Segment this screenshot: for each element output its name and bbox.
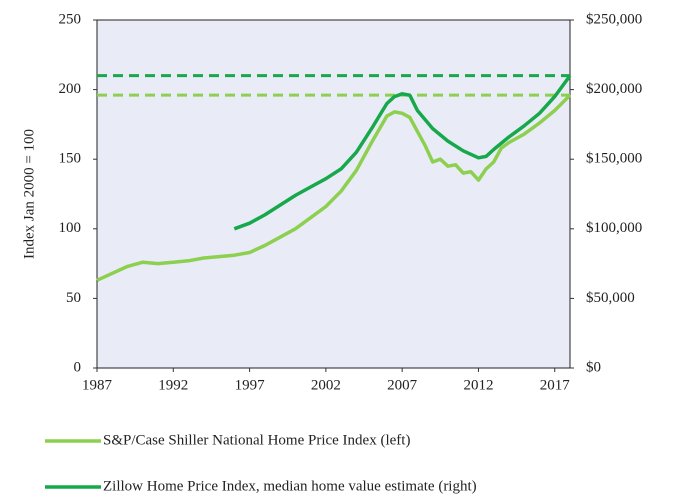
x-tick-label: 2002 (311, 377, 341, 393)
y-tick-label: 250 (59, 11, 82, 27)
y2-tick-label: $0 (586, 359, 601, 375)
y2-tick-label: $250,000 (586, 11, 642, 27)
y-tick-label: 0 (74, 359, 82, 375)
y-tick-label: 150 (59, 151, 82, 167)
y2-tick-label: $100,000 (586, 220, 642, 236)
y-tick-label: 100 (59, 220, 82, 236)
series-line (233, 74, 572, 231)
y2-tick-label: $50,000 (586, 290, 635, 306)
y-tick-label: 200 (59, 81, 82, 97)
series-line (96, 93, 572, 282)
y2-tick-label: $200,000 (586, 81, 642, 97)
y-tick-label: 50 (66, 290, 81, 306)
x-tick-label: 2012 (463, 377, 493, 393)
legend-label: S&P/Case Shiller National Home Price Ind… (103, 432, 410, 448)
x-tick-label: 1987 (82, 377, 113, 393)
x-tick-label: 2007 (387, 377, 418, 393)
legend-label: Zillow Home Price Index, median home val… (103, 478, 477, 494)
plot-area (96, 19, 571, 369)
x-tick-label: 1992 (158, 377, 188, 393)
y-axis-label: Index Jan 2000 = 100 (21, 129, 37, 259)
x-tick-label: 1997 (235, 377, 266, 393)
x-tick-label: 2017 (540, 377, 571, 393)
y2-tick-label: $150,000 (586, 151, 642, 167)
